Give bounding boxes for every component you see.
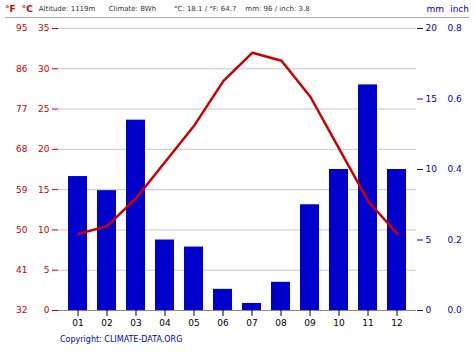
svg-text:0.4: 0.4 — [448, 164, 463, 174]
svg-text:95: 95 — [16, 23, 27, 33]
svg-text:10: 10 — [426, 164, 438, 174]
svg-text:10: 10 — [333, 318, 345, 328]
html-text:°F: °F — [5, 3, 16, 14]
svg-text:05: 05 — [188, 318, 199, 328]
svg-text:35: 35 — [38, 23, 49, 33]
svg-text:86: 86 — [16, 64, 28, 74]
svg-text:0: 0 — [44, 305, 50, 315]
svg-text:10: 10 — [38, 225, 50, 235]
svg-text:08: 08 — [275, 318, 287, 328]
svg-text:5: 5 — [426, 235, 432, 245]
svg-text:11: 11 — [362, 318, 373, 328]
svg-text:12: 12 — [391, 318, 402, 328]
svg-text:77: 77 — [16, 104, 27, 114]
svg-text:07: 07 — [246, 318, 257, 328]
svg-text:0.0: 0.0 — [448, 305, 463, 315]
svg-text:41: 41 — [16, 265, 27, 275]
svg-text:32: 32 — [16, 305, 27, 315]
svg-text:0.6: 0.6 — [448, 94, 463, 104]
svg-text:02: 02 — [101, 318, 112, 328]
svg-text:25: 25 — [38, 104, 49, 114]
html-text:inch: inch — [450, 3, 469, 14]
svg-text:15: 15 — [426, 94, 437, 104]
svg-text:03: 03 — [130, 318, 141, 328]
html-text:Copyright: CLIMATE-DATA.ORG: Copyright: CLIMATE-DATA.ORG — [60, 335, 183, 344]
svg-text:20: 20 — [426, 23, 438, 33]
html-text:Altitude: 1119m Climate: BWh °: Altitude: 1119m Climate: BWh °C: 18.1 / … — [38, 4, 310, 13]
svg-text:15: 15 — [38, 185, 49, 195]
html-text:°C: °C — [21, 3, 33, 14]
svg-text:0: 0 — [426, 305, 432, 315]
svg-text:59: 59 — [16, 185, 28, 195]
svg-text:04: 04 — [159, 318, 171, 328]
html-text:mm: mm — [426, 3, 445, 14]
svg-text:20: 20 — [38, 144, 50, 154]
svg-text:09: 09 — [304, 318, 316, 328]
svg-text:0.2: 0.2 — [448, 235, 462, 245]
svg-text:50: 50 — [16, 225, 28, 235]
svg-text:06: 06 — [217, 318, 229, 328]
svg-text:30: 30 — [38, 64, 50, 74]
svg-text:5: 5 — [44, 265, 50, 275]
svg-text:01: 01 — [72, 318, 83, 328]
svg-text:0.8: 0.8 — [448, 23, 463, 33]
svg-text:68: 68 — [16, 144, 28, 154]
